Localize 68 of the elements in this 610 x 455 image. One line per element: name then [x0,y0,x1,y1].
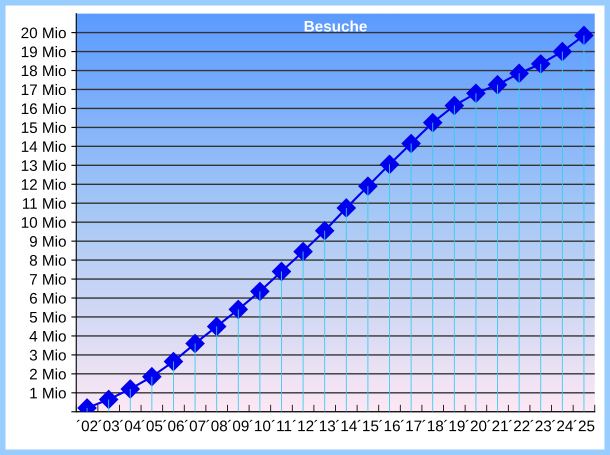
y-tick-label: 15 Mio [22,122,66,134]
point [423,113,442,132]
y-tick-label: 10 Mio [22,216,66,228]
y-tick-label: 11 Mio [22,198,66,209]
y-tick-label: 12 Mio [22,178,66,190]
x-tick-label: ´14 [336,420,357,432]
x-tick-label: ´12 [292,420,314,432]
x-tick-label: ´05 [141,420,162,432]
point [186,334,205,354]
x-tick-label: ´08 [206,420,228,432]
x-tick-label: ´18 [422,420,444,432]
point [466,84,486,103]
point [120,379,140,399]
point [164,352,183,372]
x-tick-label: ´10 [249,420,270,432]
x-tick-label: ´21 [487,420,508,432]
point [402,134,421,154]
point [142,367,162,386]
x-tick-label: ´06 [162,420,184,432]
x-tick-label: ´22 [508,420,530,432]
point [272,262,292,282]
x-tick-label: ´23 [530,420,552,432]
x-tick-label: ´07 [184,420,206,432]
point [207,316,226,336]
point [358,176,378,196]
y-tick-label: 20 Mio [21,27,66,38]
point [380,154,400,174]
x-tick-label: ´20 [465,420,486,432]
y-tick-label: 6 Mio [30,292,66,304]
x-tick-label: ´02 [76,420,98,432]
y-tick-label: 16 Mio [22,102,66,114]
point [574,26,594,45]
x-tick-label: ´13 [314,420,336,432]
x-tick-label: ´16 [379,420,400,432]
y-tick-label: 2 Mio [30,368,66,380]
x-tick-label: ´09 [228,420,249,432]
y-tick-label: 8 Mio [30,254,66,266]
x-tick-label: ´15 [357,420,378,432]
x-tick-label: ´24 [552,420,573,432]
point [336,198,356,218]
point [552,42,572,62]
x-tick-label: ´04 [120,420,141,432]
chart-title: Besuche [304,20,367,32]
y-tick-label: 14 Mio [22,140,66,152]
point [315,221,334,240]
x-tick-label: ´19 [444,420,465,432]
y-tick-label: 4 Mio [30,330,66,342]
y-tick-label: 17 Mio [22,84,66,96]
point [99,390,118,409]
y-tick-label: 18 Mio [22,64,66,76]
y-tick-label: 1 Mio [30,387,66,399]
x-tick-label: ´17 [400,420,422,432]
x-tick-label: ´03 [98,420,120,432]
x-tick-label: ´11 [272,420,292,432]
point [444,96,464,116]
point [250,282,270,301]
point [510,64,529,83]
y-tick-label: 19 Mio [22,46,66,58]
x-tick-label: ´25 [573,420,594,432]
y-tick-label: 9 Mio [30,236,66,247]
point [488,75,508,94]
point [294,242,313,262]
y-tick-label: 13 Mio [22,160,66,172]
y-tick-label: 3 Mio [30,349,66,361]
point [531,54,550,74]
y-tick-label: 5 Mio [30,311,66,323]
y-tick-label: 7 Mio [30,274,66,285]
point [228,300,248,319]
